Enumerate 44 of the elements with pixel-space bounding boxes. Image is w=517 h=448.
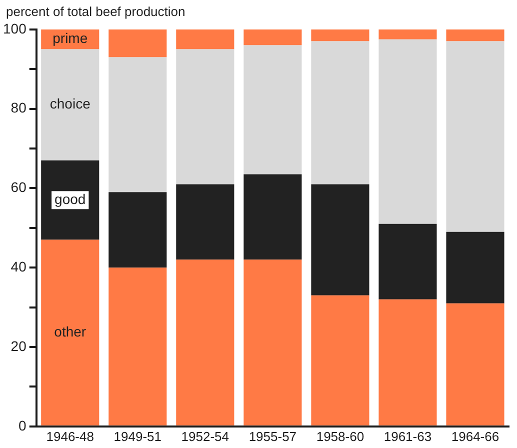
bar xyxy=(378,299,437,426)
bar xyxy=(244,174,302,260)
y-tick-label: 40 xyxy=(10,258,27,274)
x-tick-label: 1964-66 xyxy=(451,428,500,444)
x-tick-label: 1961-63 xyxy=(384,428,432,444)
y-axis-title: percent of total beef production xyxy=(6,4,186,19)
series-label: prime xyxy=(52,30,88,46)
bar xyxy=(311,29,370,42)
bar xyxy=(311,295,370,426)
y-tick-label: 0 xyxy=(18,417,27,434)
bar xyxy=(446,303,504,426)
x-tick-label: 1949-51 xyxy=(114,428,162,444)
series-label: good xyxy=(54,190,86,207)
bar xyxy=(244,29,302,46)
bar xyxy=(176,29,234,50)
bar xyxy=(108,192,167,268)
bar xyxy=(41,240,100,426)
series-label: choice xyxy=(50,96,91,112)
bar xyxy=(108,57,167,192)
y-tick-label: 60 xyxy=(10,179,27,196)
bar xyxy=(311,41,370,184)
bar xyxy=(41,49,100,160)
y-tick-label: 20 xyxy=(10,338,27,354)
bar xyxy=(446,29,504,42)
y-tick-label: 80 xyxy=(10,100,27,116)
bar xyxy=(446,232,504,304)
x-tick-label: 1958-60 xyxy=(316,428,364,444)
bar xyxy=(176,49,234,184)
bar xyxy=(244,260,302,426)
bar xyxy=(244,45,302,174)
bar xyxy=(446,41,504,232)
bar xyxy=(176,260,234,426)
y-tick-label: 100 xyxy=(3,20,27,36)
x-tick-label: 1955-57 xyxy=(248,428,297,444)
bar xyxy=(378,29,437,40)
series-label: other xyxy=(54,323,86,340)
x-tick-label: 1952-54 xyxy=(181,428,230,444)
bar xyxy=(176,184,234,260)
x-tick-label: 1946-48 xyxy=(46,428,94,444)
bar xyxy=(311,184,370,296)
bar xyxy=(378,224,437,300)
bar xyxy=(108,29,167,58)
bar xyxy=(108,268,167,426)
bar xyxy=(378,39,437,224)
